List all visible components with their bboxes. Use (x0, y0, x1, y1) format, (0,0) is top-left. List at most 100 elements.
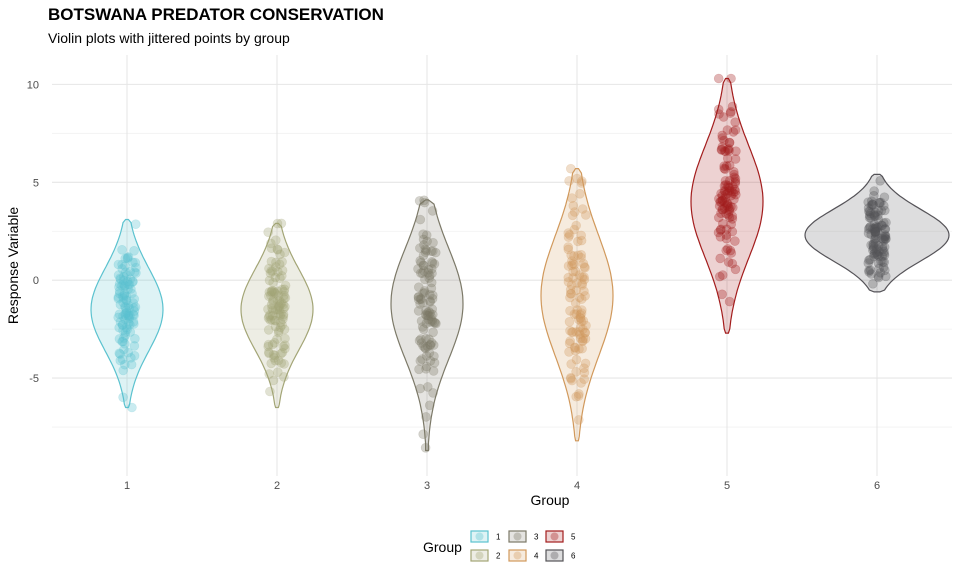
data-point (878, 234, 889, 244)
data-point (879, 265, 890, 276)
data-point (277, 320, 287, 330)
data-point (868, 239, 878, 250)
data-point (864, 212, 875, 223)
data-point (120, 359, 130, 370)
y-tick-label: 5 (33, 177, 39, 189)
data-point (272, 244, 283, 254)
data-point (422, 382, 433, 392)
data-point (880, 230, 890, 240)
data-point (427, 315, 437, 325)
data-point (280, 333, 290, 344)
data-point (725, 108, 736, 118)
data-point (423, 314, 434, 325)
data-point (263, 325, 274, 335)
data-point (567, 210, 578, 221)
data-point (574, 344, 584, 354)
data-point (422, 310, 433, 321)
data-point (574, 329, 585, 340)
data-point (122, 252, 133, 263)
data-point (121, 308, 132, 318)
data-point (266, 299, 277, 310)
data-point (274, 305, 285, 315)
data-point (871, 229, 882, 239)
data-point (420, 343, 431, 354)
data-point (716, 188, 726, 199)
data-point (117, 291, 128, 301)
data-point (720, 193, 731, 203)
data-point (117, 354, 128, 365)
data-point (719, 203, 730, 214)
data-point (722, 199, 733, 210)
data-point (720, 179, 731, 190)
data-point (723, 257, 734, 267)
data-point (870, 227, 881, 238)
data-point (415, 356, 426, 366)
data-point (423, 264, 434, 275)
x-tick-label: 1 (124, 480, 130, 492)
data-point (713, 104, 724, 115)
data-point (124, 279, 135, 290)
data-point (425, 317, 436, 327)
data-point (721, 233, 732, 244)
data-point (877, 220, 888, 231)
data-point (729, 169, 739, 180)
data-point (563, 242, 574, 252)
data-point (573, 314, 584, 325)
data-point (719, 163, 730, 174)
data-point (131, 268, 141, 278)
data-point (421, 363, 431, 374)
data-point (270, 321, 281, 332)
data-point (276, 308, 286, 319)
data-point (426, 246, 437, 256)
data-point (129, 306, 140, 316)
data-point (715, 253, 726, 264)
data-point (120, 302, 131, 313)
data-point (273, 290, 284, 301)
data-point (868, 243, 879, 254)
data-point (264, 287, 275, 297)
data-point (273, 327, 284, 338)
data-point (569, 259, 580, 270)
data-point (726, 219, 737, 230)
data-point (419, 195, 429, 206)
data-point (117, 259, 127, 270)
data-point (574, 270, 585, 280)
data-point (577, 204, 588, 214)
data-point (565, 372, 576, 383)
y-tick-label: -5 (29, 373, 39, 385)
data-point (722, 200, 732, 211)
data-point (580, 210, 591, 220)
data-point (571, 327, 581, 337)
data-point (266, 286, 277, 297)
data-point (720, 176, 731, 186)
data-point (278, 309, 289, 320)
data-point (730, 178, 741, 188)
data-point (579, 272, 589, 282)
data-point (121, 295, 132, 306)
data-point (579, 363, 589, 374)
data-point (873, 222, 884, 232)
data-point (129, 350, 140, 361)
data-point (279, 290, 289, 301)
data-point (113, 259, 124, 270)
data-point (870, 211, 880, 221)
data-point (876, 205, 887, 216)
data-point (719, 146, 730, 156)
data-point (280, 343, 290, 354)
data-point (877, 251, 888, 262)
data-point (865, 254, 875, 265)
data-point (273, 308, 284, 319)
data-point (866, 229, 877, 240)
data-point (130, 257, 141, 268)
data-point (275, 299, 286, 310)
data-point (728, 181, 738, 192)
data-point (270, 315, 281, 326)
data-point (577, 278, 587, 289)
legend-label: 2 (496, 552, 501, 561)
chart-title: BOTSWANA PREDATOR CONSERVATION (48, 5, 384, 24)
data-point (727, 258, 738, 269)
data-point (875, 176, 886, 186)
data-point (879, 257, 890, 267)
data-point (721, 161, 732, 171)
data-point (123, 284, 133, 295)
